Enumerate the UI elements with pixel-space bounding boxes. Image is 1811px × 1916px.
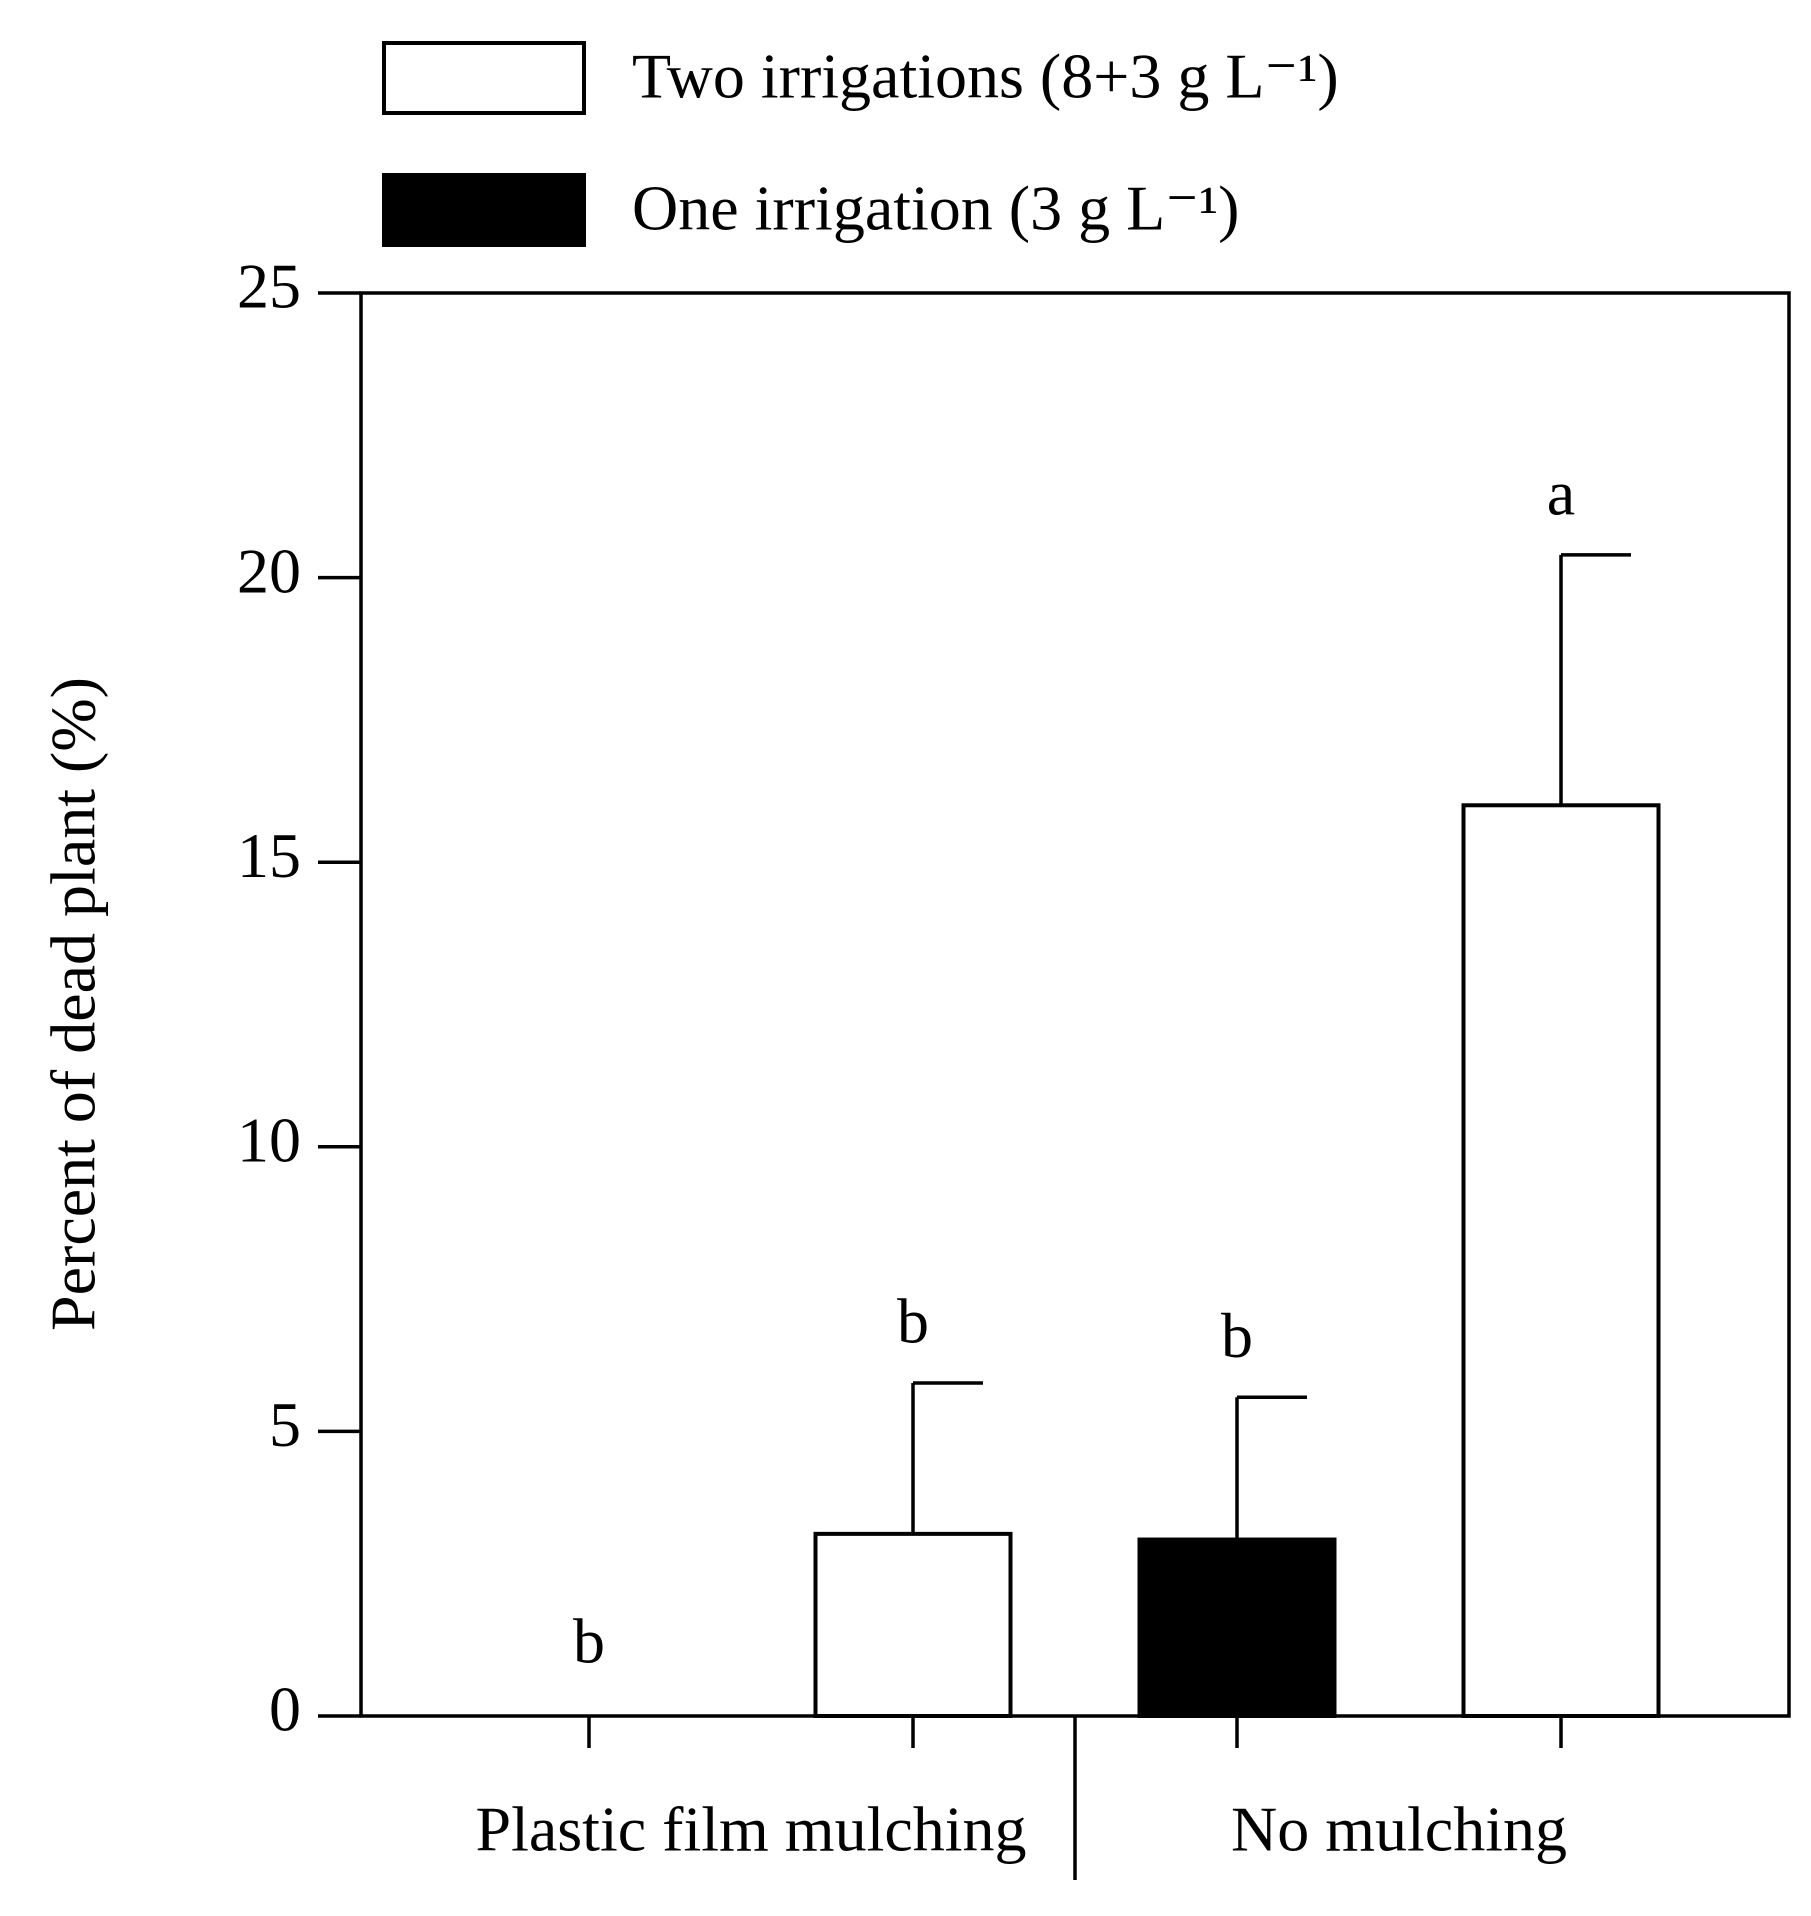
legend-swatch [382,41,586,115]
significance-letter: a [1547,458,1575,529]
bar [1461,803,1661,1718]
x-group-label: No mulching [1231,1794,1567,1865]
legend-label: Two irrigations (8+3 g L⁻¹) [632,41,1339,112]
y-tick-label: 25 [237,251,301,322]
y-tick-label: 20 [237,535,301,606]
legend-label: One irrigation (3 g L⁻¹) [632,173,1239,244]
y-tick-label: 5 [269,1389,301,1460]
bar [1137,1537,1337,1718]
y-tick-label: 10 [237,1104,301,1175]
y-tick-label: 15 [237,820,301,891]
legend-swatch [382,173,586,247]
x-group-label: Plastic film mulching [475,1794,1026,1865]
significance-letter: b [573,1606,605,1677]
significance-letter: b [1221,1300,1253,1371]
y-tick-label: 0 [269,1674,301,1745]
significance-letter: b [897,1286,929,1357]
y-axis-label: Percent of dead plant (%) [38,677,109,1331]
bar [813,1531,1013,1718]
